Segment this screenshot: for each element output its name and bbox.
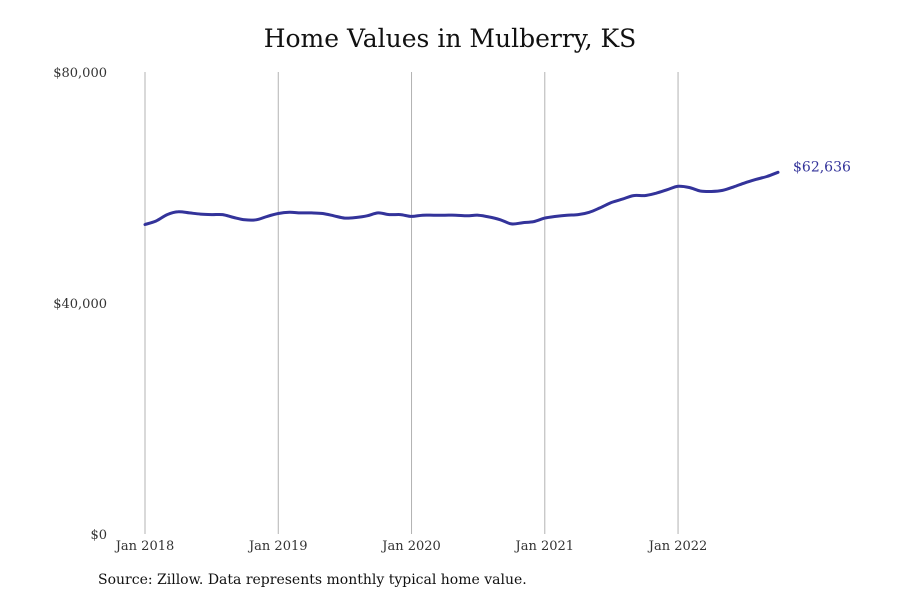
- chart-title: Home Values in Mulberry, KS: [263, 24, 637, 53]
- x-tick-label: Jan 2020: [380, 539, 441, 554]
- x-tick-label: Jan 2018: [114, 539, 175, 554]
- source-note: Source: Zillow. Data represents monthly …: [98, 572, 527, 588]
- x-tick-label: Jan 2022: [647, 539, 708, 554]
- x-tick-label: Jan 2019: [247, 539, 308, 554]
- y-tick-label: $0: [90, 528, 107, 543]
- y-tick-label: $80,000: [53, 66, 107, 81]
- series-line: [143, 170, 780, 226]
- y-tick-label: $40,000: [53, 297, 107, 312]
- end-value-label: $62,636: [793, 159, 851, 175]
- x-tick-label: Jan 2021: [514, 539, 575, 554]
